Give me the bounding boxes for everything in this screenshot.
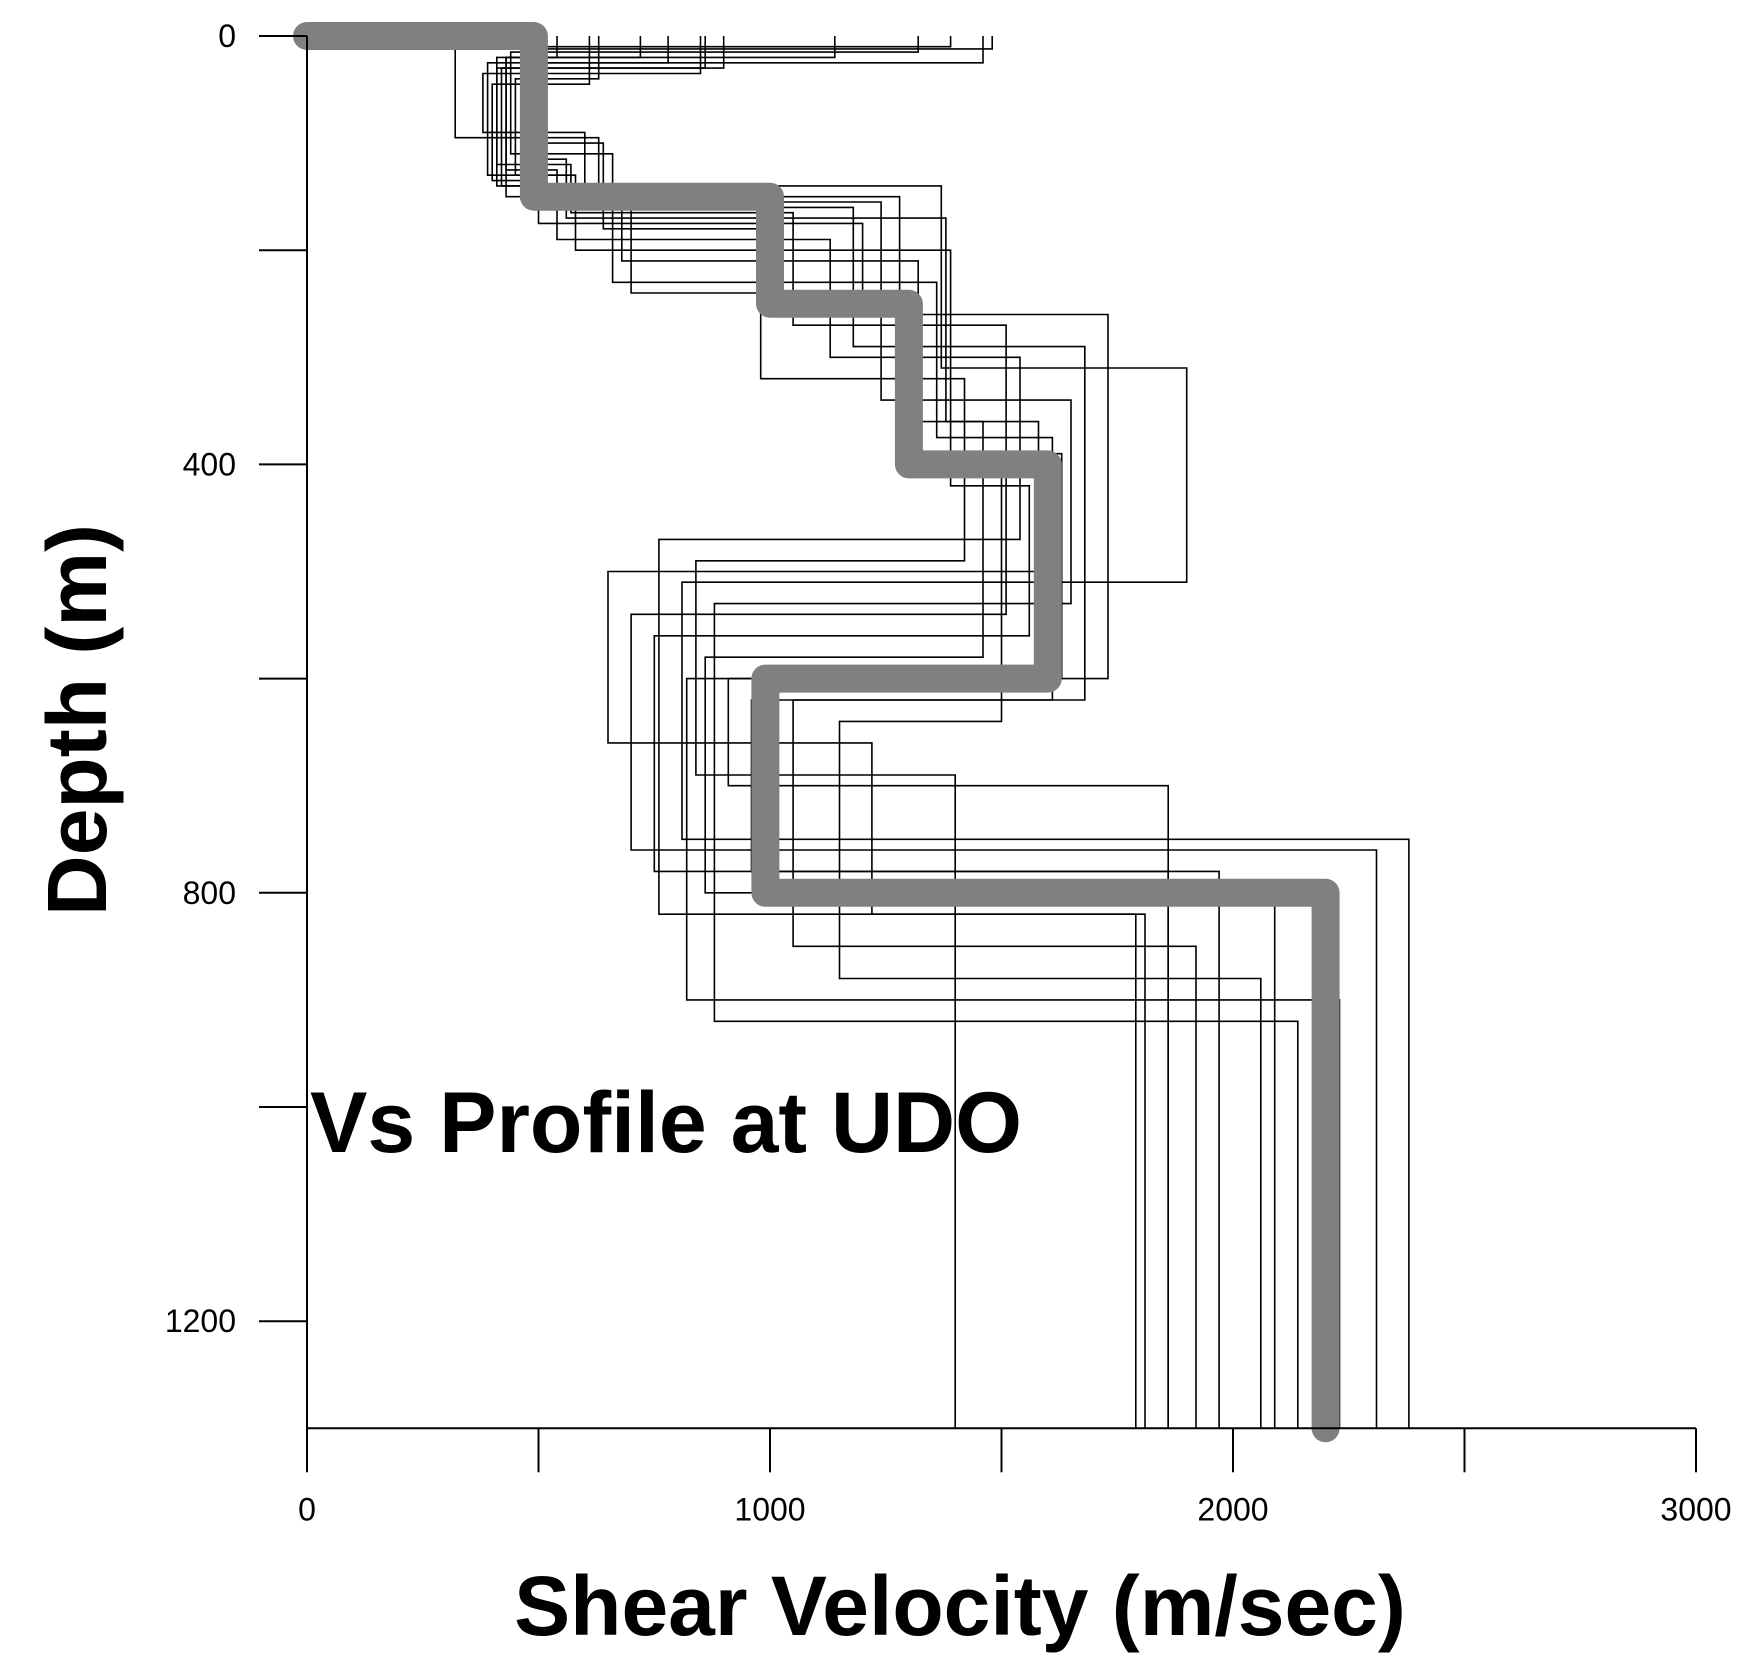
mean-profile-layer bbox=[293, 22, 1340, 1443]
candidate-profile-line-7 bbox=[514, 36, 1220, 1429]
x-tick-label: 3000 bbox=[1660, 1491, 1731, 1527]
profiles-layer bbox=[454, 36, 1410, 1429]
candidate-profile-line-8 bbox=[505, 36, 1137, 1429]
candidate-profile-line-10 bbox=[496, 36, 1197, 1429]
x-tick-label: 1000 bbox=[734, 1491, 805, 1527]
candidate-profile-line-5 bbox=[500, 36, 1169, 1429]
candidate-profile-line-12 bbox=[491, 36, 1341, 1429]
x-tick-label: 0 bbox=[298, 1491, 316, 1527]
candidate-profile-line-2 bbox=[454, 36, 1410, 1429]
chart-annotation: Vs Profile at UDO bbox=[310, 1075, 1022, 1171]
axes-layer: 0 400 800 1200 0 1000 2000 3000 bbox=[165, 18, 1732, 1527]
candidate-profile-line-9 bbox=[523, 36, 1299, 1429]
candidate-profile-line-1 bbox=[486, 36, 1146, 1429]
labels-layer: Vs Profile at UDO Shear Velocity (m/sec)… bbox=[30, 524, 1406, 1653]
x-tick-label: 2000 bbox=[1197, 1491, 1268, 1527]
y-tick-label: 1200 bbox=[165, 1303, 236, 1339]
y-tick-label: 400 bbox=[183, 446, 236, 482]
y-tick-label: 0 bbox=[218, 18, 236, 54]
x-axis-title: Shear Velocity (m/sec) bbox=[514, 1559, 1406, 1653]
candidate-profile-line-13 bbox=[505, 36, 1262, 1429]
y-axis-title: Depth (m) bbox=[30, 524, 124, 916]
y-tick-label: 800 bbox=[183, 875, 236, 911]
mean-profile-line bbox=[293, 22, 1340, 1443]
candidate-profile-line-4 bbox=[496, 36, 1378, 1429]
candidate-profile-line-6 bbox=[482, 36, 1276, 1429]
